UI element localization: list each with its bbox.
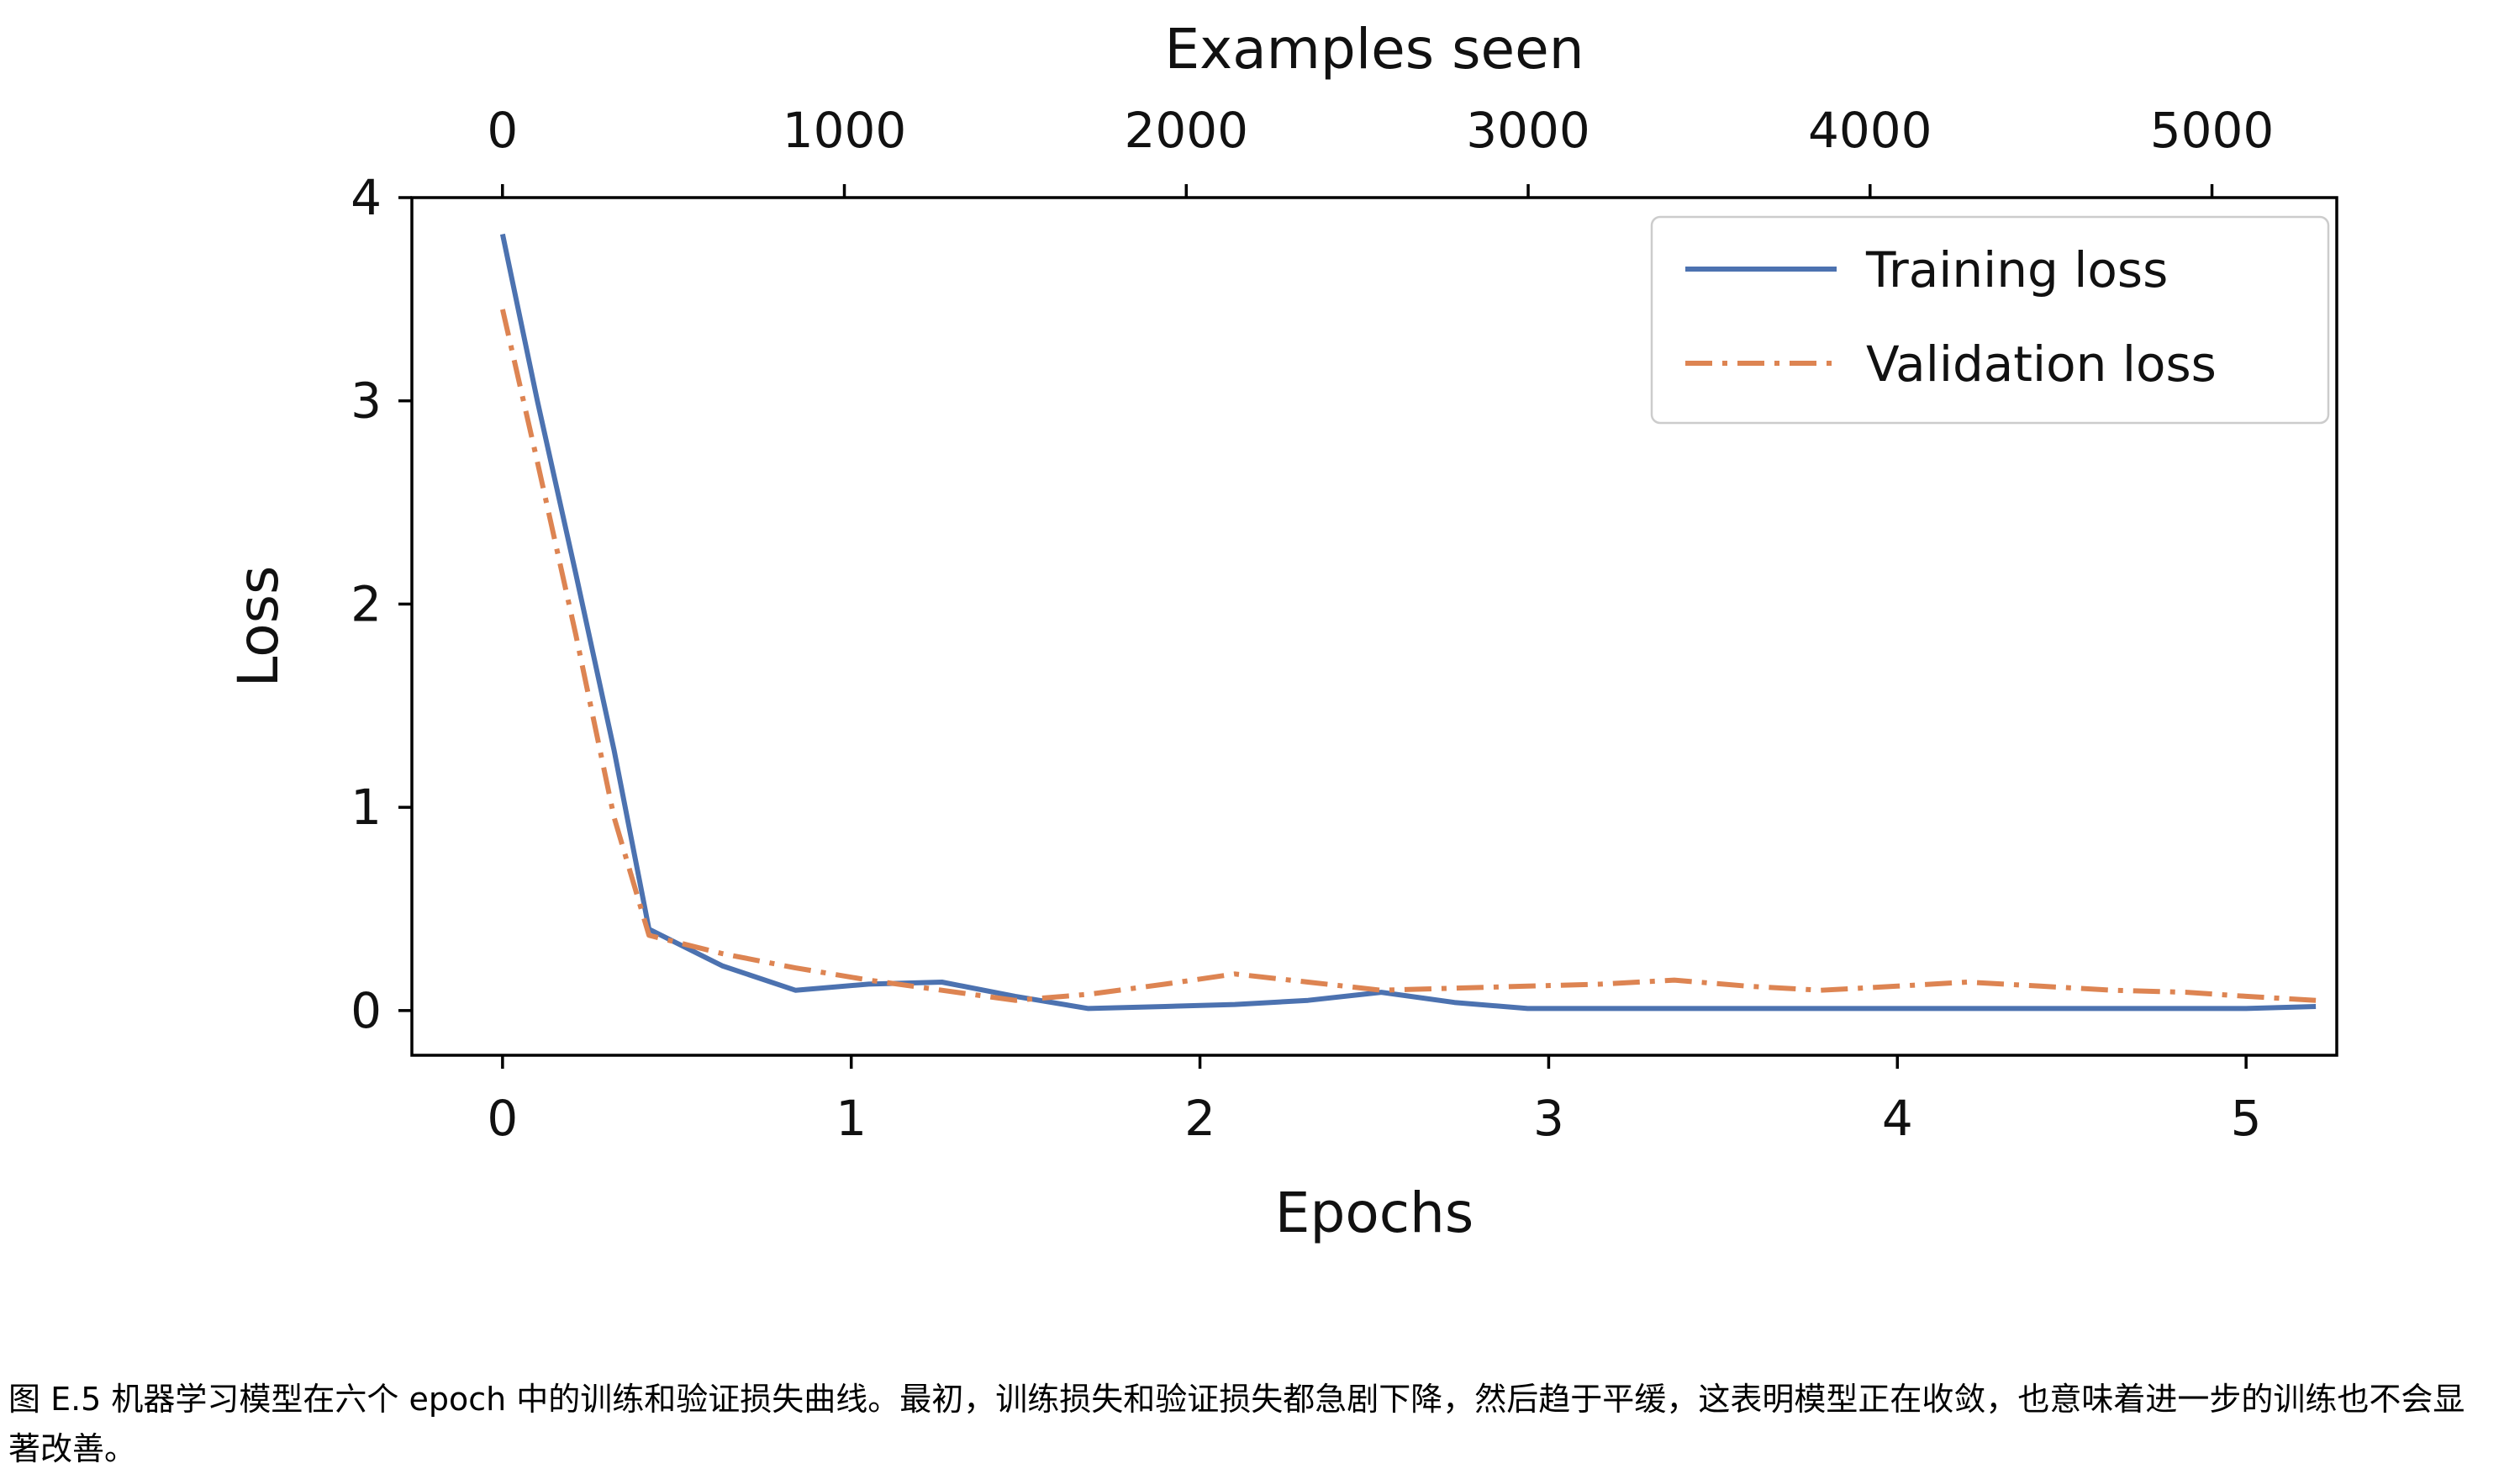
series-line-training-loss xyxy=(499,233,2317,1012)
x-axis-tick-label: 0 xyxy=(487,1090,518,1147)
x-axis-title: Epochs xyxy=(1275,1181,1474,1245)
x2-axis-tick-label: 2000 xyxy=(1124,102,1248,159)
x-axis-tick-label: 2 xyxy=(1184,1090,1215,1147)
x2-axis-tick-label: 4000 xyxy=(1808,102,1932,159)
y-axis-tick-label: 1 xyxy=(351,779,382,836)
x2-axis-tick-label: 5000 xyxy=(2150,102,2275,159)
legend-label: Validation loss xyxy=(1866,335,2217,393)
x2-axis-tick-label: 1000 xyxy=(783,102,907,159)
x-axis-tick-label: 5 xyxy=(2231,1090,2262,1147)
y-axis-title: Loss xyxy=(226,566,291,688)
x2-axis-tick-label: 3000 xyxy=(1466,102,1590,159)
y-axis-tick-label: 0 xyxy=(351,982,382,1039)
loss-chart: 0 1 2 3 4 5 0 1000 2000 3000 4000 5000 0 1 2 3 4 Epochs Ex… xyxy=(226,17,2338,1245)
x2-axis-title: Examples seen xyxy=(1164,17,1584,82)
y-axis-tick-label: 2 xyxy=(351,575,382,632)
x-axis-tick-label: 3 xyxy=(1533,1090,1564,1147)
x2-axis-tick-label: 0 xyxy=(487,102,518,159)
x-axis-tick-label: 1 xyxy=(836,1090,867,1147)
figure-caption: 图 E.5 机器学习模型在六个 epoch 中的训练和验证损失曲线。最初，训练损… xyxy=(8,1381,2465,1467)
y-axis-tick-label: 4 xyxy=(351,169,382,226)
legend-label: Training loss xyxy=(1865,241,2168,298)
x-axis-tick-label: 4 xyxy=(1882,1090,1913,1147)
plot-border xyxy=(410,196,2338,1057)
series-line-validation-loss xyxy=(499,309,2317,1003)
y-axis-tick-label: 3 xyxy=(351,372,382,430)
